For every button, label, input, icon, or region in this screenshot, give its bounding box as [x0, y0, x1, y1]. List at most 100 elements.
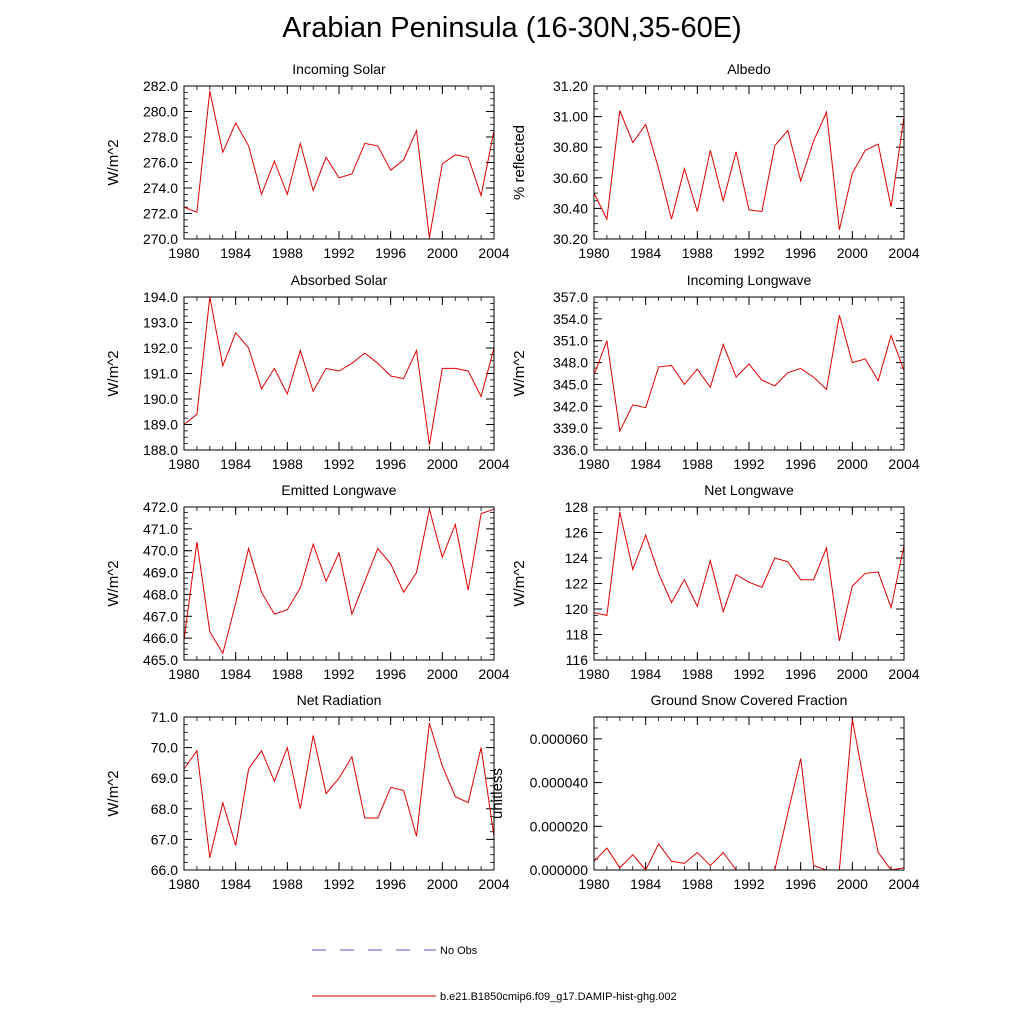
x-tick-label: 1996 — [375, 666, 406, 682]
x-tick-label: 1992 — [323, 456, 354, 472]
x-tick-label: 2000 — [427, 456, 458, 472]
x-tick-label: 2000 — [837, 666, 868, 682]
series-line — [183, 90, 495, 238]
y-tick-label: 194.0 — [143, 289, 178, 305]
chart-panel-7: 0.000000 0.000020 0.000040 0.000060 1980 1984… — [489, 692, 920, 892]
x-tick-label: 2000 — [837, 245, 868, 261]
panel-title: Incoming Solar — [292, 61, 386, 77]
y-tick-label: 345.0 — [553, 376, 588, 392]
y-tick-label: 357.0 — [553, 289, 588, 305]
chart-panel-1: 30.20 30.40 30.60 30.80 31.00 31.20 1980 1984 19… — [511, 61, 920, 261]
y-axis-label: % reflected — [511, 125, 528, 200]
y-tick-label: 280.0 — [143, 104, 178, 120]
y-tick-label: 342.0 — [553, 398, 588, 414]
x-tick-label: 1988 — [682, 245, 713, 261]
legend: No Obs b.e21.B1850cmip6.f09_g17.DAMIP-hi… — [312, 945, 677, 1003]
series-line — [183, 296, 495, 445]
y-tick-label: 348.0 — [553, 355, 588, 371]
x-tick-label: 1992 — [733, 245, 764, 261]
y-tick-label: 126 — [565, 525, 589, 541]
y-tick-label: 67.0 — [151, 831, 178, 847]
figure-title: Arabian Peninsula (16-30N,35-60E) — [282, 12, 742, 44]
panel-title: Absorbed Solar — [291, 272, 388, 288]
y-tick-label: 351.0 — [553, 333, 588, 349]
x-tick-label: 1996 — [785, 456, 816, 472]
x-tick-label: 1980 — [578, 876, 609, 892]
x-tick-label: 2004 — [888, 666, 919, 682]
x-tick-label: 1984 — [630, 876, 661, 892]
x-tick-label: 1988 — [272, 245, 303, 261]
y-tick-label: 116 — [566, 652, 589, 668]
x-tick-label: 1996 — [785, 876, 816, 892]
x-tick-label: 1992 — [733, 456, 764, 472]
x-tick-label: 1996 — [375, 245, 406, 261]
panel-title: Net Longwave — [704, 482, 794, 498]
y-tick-label: 68.0 — [151, 801, 178, 817]
y-tick-label: 120 — [565, 601, 589, 617]
x-tick-label: 1992 — [733, 876, 764, 892]
y-tick-label: 188.0 — [143, 442, 178, 458]
series-line — [593, 511, 905, 642]
x-tick-label: 1980 — [578, 666, 609, 682]
x-tick-label: 1996 — [785, 245, 816, 261]
y-tick-label: 0.000060 — [530, 731, 589, 747]
y-tick-label: 122 — [565, 576, 589, 592]
y-tick-label: 470.0 — [143, 543, 178, 559]
y-tick-label: 472.0 — [143, 499, 178, 515]
y-tick-label: 30.80 — [553, 139, 588, 155]
x-tick-label: 1980 — [168, 456, 199, 472]
x-tick-label: 2000 — [427, 245, 458, 261]
y-tick-label: 471.0 — [143, 521, 178, 537]
plot-frame — [183, 716, 495, 871]
x-tick-label: 1988 — [272, 876, 303, 892]
y-tick-label: 31.20 — [553, 78, 588, 94]
chart-panel-6: 66.0 67.0 68.0 69.0 70.0 71.0 1980 1984 1988 1992… — [105, 692, 510, 892]
x-tick-label: 1992 — [323, 245, 354, 261]
y-tick-label: 282.0 — [143, 78, 178, 94]
x-tick-label: 2004 — [478, 876, 509, 892]
panel-title: Net Radiation — [297, 692, 382, 708]
panel-title: Ground Snow Covered Fraction — [651, 692, 848, 708]
y-axis-label: W/m^2 — [105, 770, 122, 816]
y-axis-label: unitless — [489, 768, 506, 819]
x-tick-label: 2000 — [837, 456, 868, 472]
series-line — [593, 315, 905, 433]
y-tick-label: 0.000020 — [530, 818, 589, 834]
y-tick-label: 30.60 — [553, 170, 588, 186]
plot-frame — [593, 716, 905, 871]
y-tick-label: 467.0 — [143, 608, 178, 624]
x-tick-label: 1984 — [630, 666, 661, 682]
x-tick-label: 2004 — [478, 456, 509, 472]
x-tick-label: 2004 — [478, 245, 509, 261]
y-tick-label: 270.0 — [143, 231, 178, 247]
y-tick-label: 128 — [565, 499, 589, 515]
x-tick-label: 1984 — [220, 456, 251, 472]
y-tick-label: 69.0 — [151, 770, 178, 786]
y-tick-label: 66.0 — [151, 862, 178, 878]
panel-title: Albedo — [727, 61, 771, 77]
x-tick-label: 1996 — [375, 876, 406, 892]
chart-panel-5: 116 118 120 122 124 126 128 1980 1984 1988 1992 199… — [511, 482, 920, 682]
plot-frame — [183, 85, 495, 240]
x-tick-label: 1988 — [272, 666, 303, 682]
x-tick-label: 1996 — [375, 456, 406, 472]
y-tick-label: 30.20 — [553, 231, 588, 247]
y-tick-label: 466.0 — [143, 630, 178, 646]
x-tick-label: 2004 — [478, 666, 509, 682]
chart-panel-2: 188.0 189.0 190.0 191.0 192.0 193.0 194.0 1980 1… — [105, 272, 510, 472]
plot-frame — [593, 296, 905, 451]
y-tick-label: 274.0 — [143, 180, 178, 196]
chart-panel-0: 270.0 272.0 274.0 276.0 278.0 280.0 282.0 1980 1… — [105, 61, 510, 261]
x-tick-label: 2004 — [888, 876, 919, 892]
y-axis-label: W/m^2 — [105, 350, 122, 396]
y-tick-label: 190.0 — [143, 391, 178, 407]
panel-title: Emitted Longwave — [281, 482, 396, 498]
x-tick-label: 1984 — [630, 245, 661, 261]
x-tick-label: 1980 — [578, 456, 609, 472]
legend-obs-label: No Obs — [440, 945, 478, 957]
y-tick-label: 469.0 — [143, 565, 178, 581]
chart-panel-4: 465.0 466.0 467.0 468.0 469.0 470.0 471.0 472.0… — [105, 482, 510, 682]
y-tick-label: 0.000000 — [530, 862, 589, 878]
y-axis-label: W/m^2 — [511, 350, 528, 396]
